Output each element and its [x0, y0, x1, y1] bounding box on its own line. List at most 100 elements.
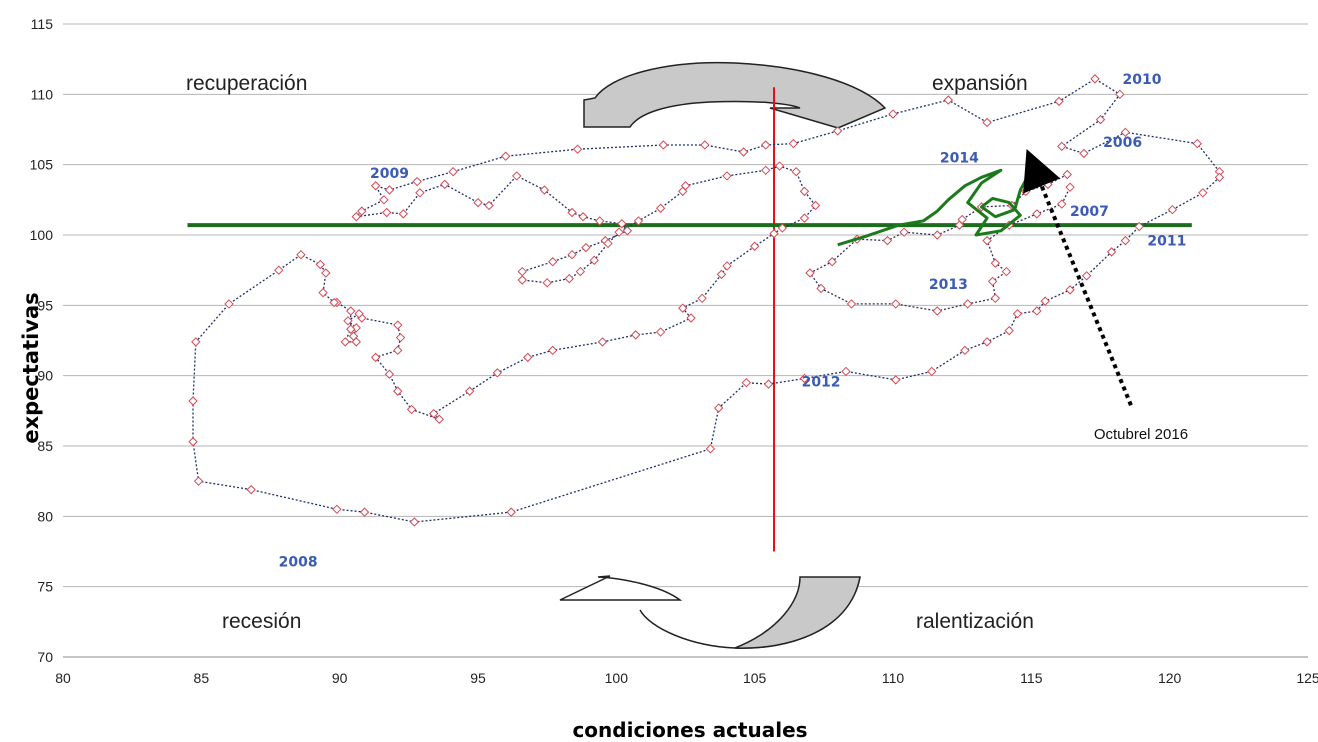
data-point [1120, 235, 1131, 246]
data-point [1079, 148, 1089, 159]
data-point [564, 273, 575, 284]
data-point [722, 261, 732, 271]
data-point [1040, 296, 1050, 306]
data-point [1198, 188, 1208, 198]
data-point [492, 368, 503, 378]
data-point [954, 220, 965, 230]
data-point [415, 188, 425, 198]
year-label: 2007 [1070, 204, 1109, 220]
data-point [678, 303, 688, 313]
data-point [705, 444, 716, 454]
y-tick-label: 100 [30, 227, 54, 243]
y-tick-label: 115 [31, 16, 54, 32]
data-point [614, 227, 624, 237]
data-point [393, 345, 403, 356]
data-point [943, 95, 954, 105]
year-label: 2013 [929, 277, 968, 293]
data-point [359, 507, 370, 517]
data-point [791, 166, 801, 177]
data-point [597, 337, 608, 347]
data-point [1081, 271, 1092, 281]
data-point [354, 309, 364, 319]
data-point [1065, 182, 1075, 192]
data-point [246, 484, 256, 495]
data-point [1057, 141, 1067, 152]
data-point [1054, 96, 1064, 107]
year-label: 2010 [1123, 72, 1162, 88]
data-point [523, 352, 533, 363]
y-tick-label: 110 [31, 86, 54, 102]
data-point [448, 166, 458, 177]
annotation-layer: Octubrel 2016 [1023, 148, 1188, 443]
data-point [1032, 209, 1042, 219]
tick-labels: 70 75 80 85 90 95 100 105 110 115 80 85 90 95 100 105 11… [30, 16, 1318, 686]
data-point [1012, 309, 1023, 319]
data-point [346, 324, 356, 334]
data-point [434, 414, 444, 424]
data-point [1167, 204, 1178, 215]
data-point [697, 293, 707, 304]
year-label: 2012 [802, 374, 841, 390]
gridlines [63, 23, 1308, 658]
data-point [193, 476, 204, 486]
data-point [412, 176, 422, 187]
data-point [440, 179, 450, 190]
data-point [982, 337, 992, 347]
data-point [1062, 169, 1073, 180]
data-point [1057, 199, 1067, 209]
year-label: 2006 [1103, 135, 1142, 151]
data-point [827, 257, 837, 267]
data-point [1043, 179, 1053, 190]
data-point [398, 209, 409, 219]
quadrant-label-bottom-left: recesión [222, 610, 301, 633]
data-point [1192, 138, 1203, 149]
data-point [1134, 221, 1144, 232]
data-point [788, 138, 799, 149]
data-point [224, 299, 234, 309]
x-tick-label: 90 [332, 670, 348, 686]
data-point [982, 235, 992, 246]
data-point [655, 327, 666, 337]
data-point [799, 213, 810, 223]
data-point [296, 249, 306, 260]
y-axis-title: expectativas [19, 292, 43, 443]
data-point [567, 249, 577, 260]
data-point [761, 165, 771, 176]
data-point [1095, 114, 1106, 125]
data-point [357, 206, 367, 216]
data-point [603, 238, 613, 249]
data-point [805, 268, 815, 278]
data-point [1001, 266, 1012, 277]
y-tick-label: 70 [37, 649, 53, 665]
x-tick-label: 120 [1158, 670, 1182, 686]
data-point [409, 517, 420, 527]
data-point [381, 207, 392, 218]
data-point [680, 181, 691, 191]
data-point [512, 171, 522, 181]
data-point [761, 140, 771, 150]
x-tick-label: 100 [605, 670, 629, 686]
data-point [567, 207, 577, 218]
data-point [658, 140, 669, 150]
data-point [622, 226, 633, 236]
data-point [542, 278, 552, 288]
data-point [351, 337, 361, 347]
data-point [318, 287, 328, 298]
data-point [713, 403, 724, 413]
data-point [1090, 74, 1100, 84]
data-point [987, 276, 998, 287]
x-tick-label: 115 [1020, 670, 1043, 686]
data-point [484, 200, 494, 211]
quadrant-label-top-right: expansión [932, 72, 1028, 95]
x-tick-label: 80 [55, 670, 71, 686]
data-point [188, 437, 198, 447]
quadrant-label-top-left: recuperación [186, 72, 307, 95]
highlight-series-line [837, 166, 1036, 247]
quadrant-label-bottom-right: ralentización [916, 610, 1034, 633]
data-point [899, 227, 909, 237]
data-point [932, 230, 942, 240]
data-point [379, 195, 389, 205]
data-point [329, 297, 339, 308]
data-point [846, 299, 857, 309]
